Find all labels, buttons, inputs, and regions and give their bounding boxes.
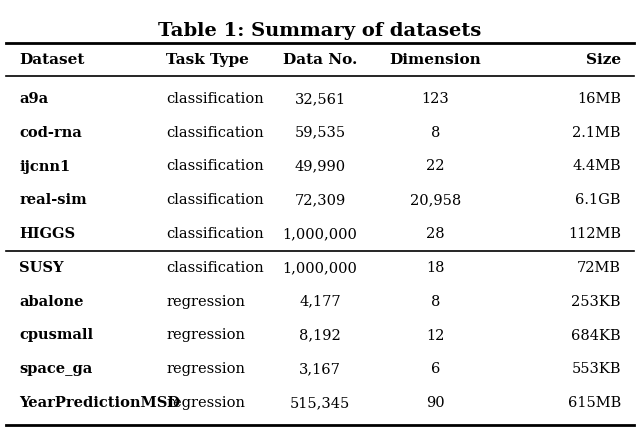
Text: 22: 22	[426, 160, 444, 173]
Text: cpusmall: cpusmall	[19, 329, 93, 343]
Text: cod-rna: cod-rna	[19, 126, 82, 140]
Text: 6: 6	[431, 362, 440, 376]
Text: 59,535: 59,535	[294, 126, 346, 140]
Text: SUSY: SUSY	[19, 261, 64, 275]
Text: 20,958: 20,958	[410, 194, 461, 207]
Text: 1,000,000: 1,000,000	[283, 227, 357, 241]
Text: 3,167: 3,167	[299, 362, 341, 376]
Text: 49,990: 49,990	[294, 160, 346, 173]
Text: 8,192: 8,192	[299, 329, 341, 343]
Text: Size: Size	[586, 53, 621, 67]
Text: ijcnn1: ijcnn1	[19, 160, 70, 173]
Text: 32,561: 32,561	[294, 92, 346, 106]
Text: 515,345: 515,345	[290, 396, 350, 410]
Text: classification: classification	[166, 126, 264, 140]
Text: 553KB: 553KB	[572, 362, 621, 376]
Text: regression: regression	[166, 329, 245, 343]
Text: Task Type: Task Type	[166, 53, 249, 67]
Text: real-sim: real-sim	[19, 194, 87, 207]
Text: classification: classification	[166, 160, 264, 173]
Text: abalone: abalone	[19, 295, 84, 309]
Text: 72,309: 72,309	[294, 194, 346, 207]
Text: regression: regression	[166, 362, 245, 376]
Text: 2.1MB: 2.1MB	[572, 126, 621, 140]
Text: classification: classification	[166, 92, 264, 106]
Text: 684KB: 684KB	[571, 329, 621, 343]
Text: space_ga: space_ga	[19, 362, 92, 376]
Text: 253KB: 253KB	[572, 295, 621, 309]
Text: 4.4MB: 4.4MB	[572, 160, 621, 173]
Text: a9a: a9a	[19, 92, 49, 106]
Text: classification: classification	[166, 194, 264, 207]
Text: Dimension: Dimension	[389, 53, 481, 67]
Text: YearPredictionMSD: YearPredictionMSD	[19, 396, 180, 410]
Text: 123: 123	[421, 92, 449, 106]
Text: 8: 8	[431, 295, 440, 309]
Text: HIGGS: HIGGS	[19, 227, 76, 241]
Text: regression: regression	[166, 295, 245, 309]
Text: 6.1GB: 6.1GB	[575, 194, 621, 207]
Text: 615MB: 615MB	[568, 396, 621, 410]
Text: classification: classification	[166, 227, 264, 241]
Text: 18: 18	[426, 261, 444, 275]
Text: 90: 90	[426, 396, 445, 410]
Text: 112MB: 112MB	[568, 227, 621, 241]
Text: 4,177: 4,177	[299, 295, 341, 309]
Text: 28: 28	[426, 227, 445, 241]
Text: classification: classification	[166, 261, 264, 275]
Text: Table 1: Summary of datasets: Table 1: Summary of datasets	[158, 22, 482, 40]
Text: regression: regression	[166, 396, 245, 410]
Text: 12: 12	[426, 329, 444, 343]
Text: 72MB: 72MB	[577, 261, 621, 275]
Text: 1,000,000: 1,000,000	[283, 261, 357, 275]
Text: Data No.: Data No.	[283, 53, 357, 67]
Text: Dataset: Dataset	[19, 53, 84, 67]
Text: 16MB: 16MB	[577, 92, 621, 106]
Text: 8: 8	[431, 126, 440, 140]
